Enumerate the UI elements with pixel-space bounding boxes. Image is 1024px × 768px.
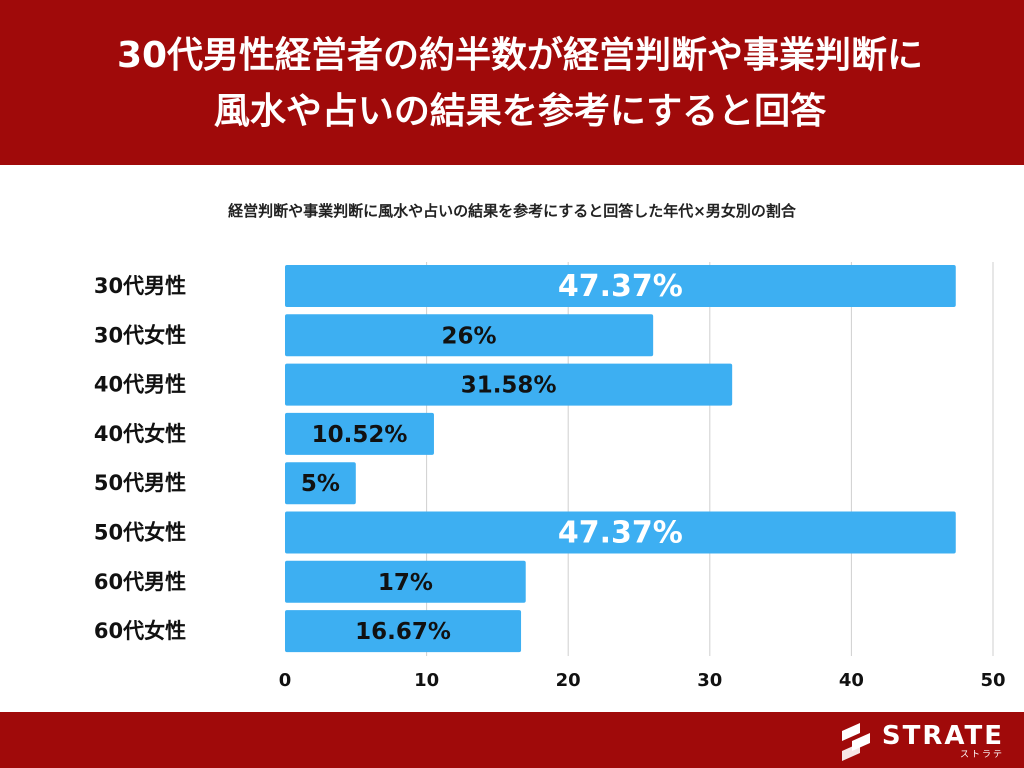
category-label-1: 30代男性	[94, 274, 186, 298]
chart-title: 経営判断や事業判断に風水や占いの結果を参考にすると回答した年代×男女別の割合	[228, 202, 796, 220]
category-label-4: 40代女性	[94, 422, 186, 446]
brand-name: STRATE	[881, 720, 1004, 751]
data-label-5: 5%	[301, 471, 340, 497]
x-tick-label-20: 20	[556, 670, 581, 691]
category-label-3: 40代男性	[94, 373, 186, 397]
bar-7	[285, 560, 526, 603]
bar-8	[285, 610, 522, 653]
bar-3	[285, 363, 733, 406]
x-tick-label-0: 0	[279, 670, 292, 691]
data-label-3: 31.58%	[461, 373, 557, 399]
brand-logo: STRATE ストラテ	[838, 719, 1004, 763]
data-label-1: 47.37%	[558, 269, 683, 304]
bar-2	[285, 314, 654, 357]
data-label-7: 17%	[378, 570, 433, 596]
page-title: 30代男性経営者の約半数が経営判断や事業判断に 風水や占いの結果を参考にすると回…	[40, 28, 1000, 140]
category-label-5: 50代男性	[94, 471, 186, 495]
x-tick-label-10: 10	[414, 670, 439, 691]
x-tick-label-40: 40	[839, 670, 864, 691]
header-banner: 30代男性経営者の約半数が経営判断や事業判断に 風水や占いの結果を参考にすると回…	[0, 0, 1024, 165]
category-label-2: 30代女性	[94, 323, 186, 347]
category-label-6: 50代女性	[94, 521, 186, 545]
data-label-8: 16.67%	[355, 619, 451, 645]
data-label-6: 47.37%	[558, 516, 683, 551]
brand-kana: ストラテ	[959, 749, 1004, 760]
data-label-2: 26%	[442, 323, 497, 349]
page-title-line2: 風水や占いの結果を参考にすると回答	[213, 91, 827, 132]
page-title-line1: 30代男性経営者の約半数が経営判断や事業判断に	[116, 35, 924, 76]
data-label-4: 10.52%	[312, 422, 408, 448]
bar-4	[285, 412, 434, 455]
bar-6	[285, 511, 956, 554]
strate-logo-icon	[841, 723, 870, 761]
footer-banner: STRATE ストラテ	[0, 712, 1024, 768]
bar-5	[285, 462, 356, 505]
category-label-7: 60代男性	[94, 570, 186, 594]
category-label-8: 60代女性	[94, 619, 186, 643]
x-tick-label-50: 50	[980, 670, 1005, 691]
x-tick-label-30: 30	[697, 670, 722, 691]
bar-chart: 30代男性 47.37% 30代女性 26% 40代男性 31.58% 40代女性 10.52…	[94, 262, 1006, 691]
bar-1	[285, 265, 956, 307]
